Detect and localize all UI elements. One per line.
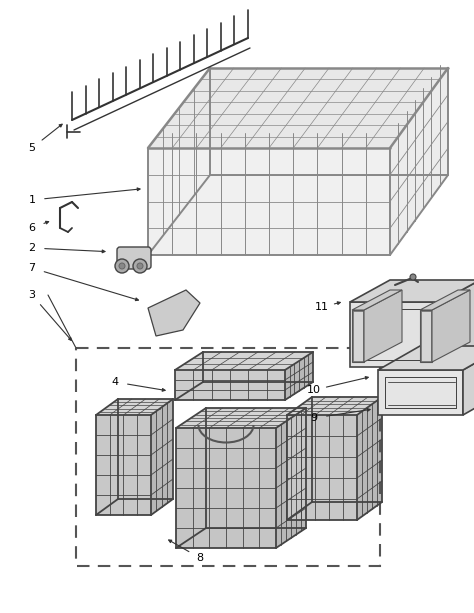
Polygon shape (148, 148, 390, 255)
Polygon shape (364, 290, 402, 362)
Polygon shape (420, 310, 432, 362)
Polygon shape (175, 370, 285, 400)
Polygon shape (420, 290, 470, 310)
Polygon shape (148, 68, 448, 148)
Circle shape (137, 263, 143, 269)
Polygon shape (350, 280, 474, 302)
Circle shape (119, 263, 125, 269)
Polygon shape (176, 428, 276, 548)
Polygon shape (96, 415, 151, 515)
Polygon shape (432, 290, 470, 362)
Text: 4: 4 (111, 377, 118, 387)
Polygon shape (357, 397, 382, 520)
Polygon shape (176, 408, 306, 428)
Polygon shape (151, 399, 173, 515)
Polygon shape (285, 352, 313, 400)
Text: 2: 2 (28, 243, 36, 253)
Text: 8: 8 (196, 553, 203, 563)
Polygon shape (287, 415, 357, 520)
Text: 3: 3 (28, 290, 36, 300)
Circle shape (410, 274, 416, 280)
Text: 6: 6 (28, 223, 36, 233)
Text: 1: 1 (28, 195, 36, 205)
Polygon shape (440, 280, 474, 367)
Polygon shape (287, 397, 382, 415)
FancyBboxPatch shape (117, 247, 151, 269)
Bar (76, 348, 380, 566)
Polygon shape (148, 290, 200, 336)
Text: 5: 5 (28, 143, 36, 153)
Polygon shape (350, 302, 440, 367)
Polygon shape (96, 399, 173, 415)
Text: 11: 11 (315, 302, 329, 312)
Circle shape (115, 259, 129, 273)
Text: 9: 9 (310, 413, 318, 423)
Polygon shape (378, 346, 474, 370)
Text: 10: 10 (307, 385, 321, 395)
Text: 7: 7 (28, 263, 36, 273)
Polygon shape (463, 346, 474, 415)
Polygon shape (352, 290, 402, 310)
Polygon shape (378, 370, 463, 415)
Circle shape (133, 259, 147, 273)
Polygon shape (175, 352, 313, 370)
Polygon shape (276, 408, 306, 548)
Polygon shape (390, 68, 448, 255)
Polygon shape (352, 310, 364, 362)
